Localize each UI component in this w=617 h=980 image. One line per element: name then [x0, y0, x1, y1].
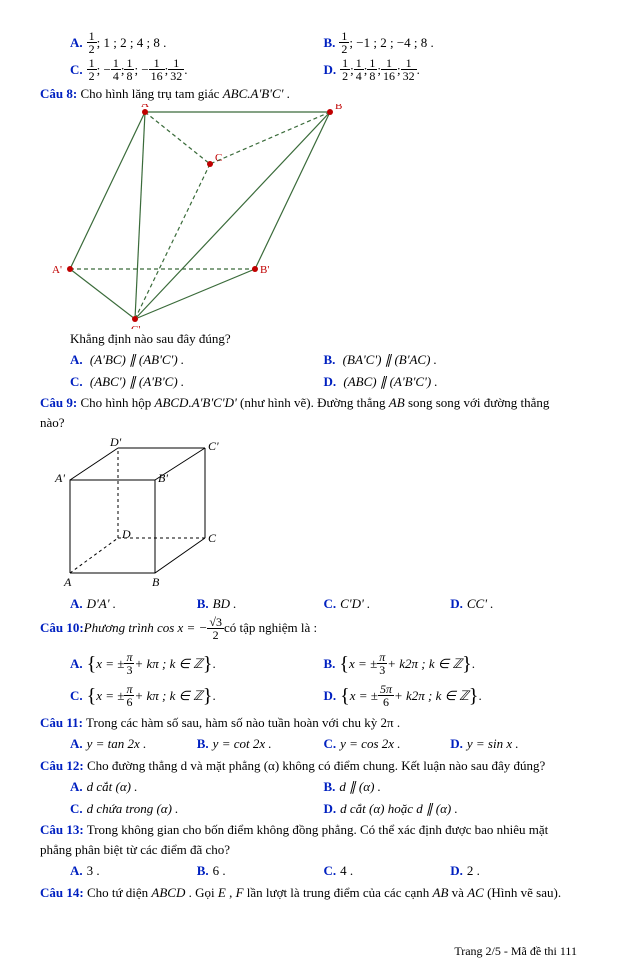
svg-text:A: A	[141, 104, 149, 110]
svg-text:D: D	[121, 527, 131, 541]
q9-opt-C: C.C'D' .	[324, 594, 451, 614]
svg-text:C': C'	[208, 439, 219, 453]
q8-diagram: A B C A' B' C'	[40, 104, 577, 329]
q14-prompt: Câu 14: Cho tứ diện ABCD . Gọi E , F lần…	[40, 883, 577, 903]
q7-opt-D: D. 12 ; 14 ; 18 ; 116 ; 132 .	[324, 57, 578, 82]
q11-opt-B: B.y = cot 2x .	[197, 734, 324, 754]
q9-opt-D: D.CC' .	[450, 594, 577, 614]
q7-opt-C: C. 12 ; − 14 ; 18 ; − 116 ; 132 .	[70, 57, 324, 82]
svg-text:B': B'	[158, 471, 168, 485]
svg-text:A': A'	[52, 264, 62, 276]
q10-opt-C: C. { x = ± π6 + kπ ; k ∈ ℤ }.	[70, 681, 324, 711]
q9-diagram: D' C' A' B' D C A B	[40, 438, 577, 588]
svg-text:B': B'	[260, 264, 269, 276]
q11-prompt: Câu 11: Trong các hàm số sau, hàm số nào…	[40, 713, 577, 733]
svg-text:C: C	[208, 531, 217, 545]
q8-opt-D: D. (ABC) ∥ (A'B'C') .	[324, 372, 578, 392]
q11-opt-C: C.y = cos 2x .	[324, 734, 451, 754]
q8-sub: Khẳng định nào sau đây đúng?	[70, 329, 577, 349]
svg-text:A: A	[63, 575, 72, 588]
q8-prompt: Câu 8: Cho hình lăng trụ tam giác ABC.A'…	[40, 84, 577, 104]
svg-text:B: B	[335, 104, 342, 112]
q10-opt-D: D. { x = ± 5π6 + k2π ; k ∈ ℤ }.	[324, 681, 578, 711]
label-A: A.	[70, 33, 83, 53]
q12-opt-B: B.d ∥ (α) .	[324, 777, 578, 797]
svg-text:C: C	[215, 152, 222, 164]
q7-options: A. 12 ; 1 ; 2 ; 4 ; 8 . B. 12 ; −1 ; 2 ;…	[70, 30, 577, 82]
svg-text:D': D'	[109, 438, 122, 449]
q10-prompt: Câu 10: Phương trình cos x = − √32 có tậ…	[40, 616, 577, 641]
q12-opt-A: A.d cắt (α) .	[70, 777, 324, 797]
q9-opt-B: B.BD .	[197, 594, 324, 614]
q13-prompt: Câu 13: Trong không gian cho bốn điểm kh…	[40, 820, 577, 859]
svg-text:C': C'	[131, 324, 140, 329]
label-D: D.	[324, 60, 337, 80]
page-footer: Trang 2/5 - Mã đề thi 111	[40, 942, 577, 960]
q10-opt-A: A. { x = ± π3 + kπ ; k ∈ ℤ }.	[70, 649, 324, 679]
q8-opt-C: C. (ABC') ∥ (A'B'C) .	[70, 372, 324, 392]
q12-prompt: Câu 12: Cho đường thẳng d và mặt phẳng (…	[40, 756, 577, 776]
q13-opt-D: D.2 .	[450, 861, 577, 881]
q12-opt-C: C.d chứa trong (α) .	[70, 799, 324, 819]
q13-opt-A: A.3 .	[70, 861, 197, 881]
q12-opt-D: D.d cắt (α) hoặc d ∥ (α) .	[324, 799, 578, 819]
q11-opt-A: A.y = tan 2x .	[70, 734, 197, 754]
q8-opt-A: A. (A'BC) ∥ (AB'C') .	[70, 350, 324, 370]
svg-text:B: B	[152, 575, 160, 588]
svg-text:A': A'	[54, 471, 65, 485]
q13-opt-C: C.4 .	[324, 861, 451, 881]
label-B: B.	[324, 33, 336, 53]
q11-opt-D: D.y = sin x .	[450, 734, 577, 754]
q9-opt-A: A.D'A' .	[70, 594, 197, 614]
q10-opt-B: B. { x = ± π3 + k2π ; k ∈ ℤ }.	[324, 649, 578, 679]
q7-B-text: ; −1 ; 2 ; −4 ; 8 .	[349, 33, 433, 53]
q8-opt-B: B. (BA'C') ∥ (B'AC) .	[324, 350, 578, 370]
q7-A-text: ; 1 ; 2 ; 4 ; 8 .	[97, 33, 167, 53]
label-C: C.	[70, 60, 83, 80]
q7-opt-A: A. 12 ; 1 ; 2 ; 4 ; 8 .	[70, 30, 324, 55]
q9-prompt: Câu 9: Cho hình hộp ABCD.A'B'C'D' (như h…	[40, 393, 577, 432]
q8-label: Câu 8:	[40, 86, 77, 101]
q13-opt-B: B.6 .	[197, 861, 324, 881]
q7-opt-B: B. 12 ; −1 ; 2 ; −4 ; 8 .	[324, 30, 578, 55]
